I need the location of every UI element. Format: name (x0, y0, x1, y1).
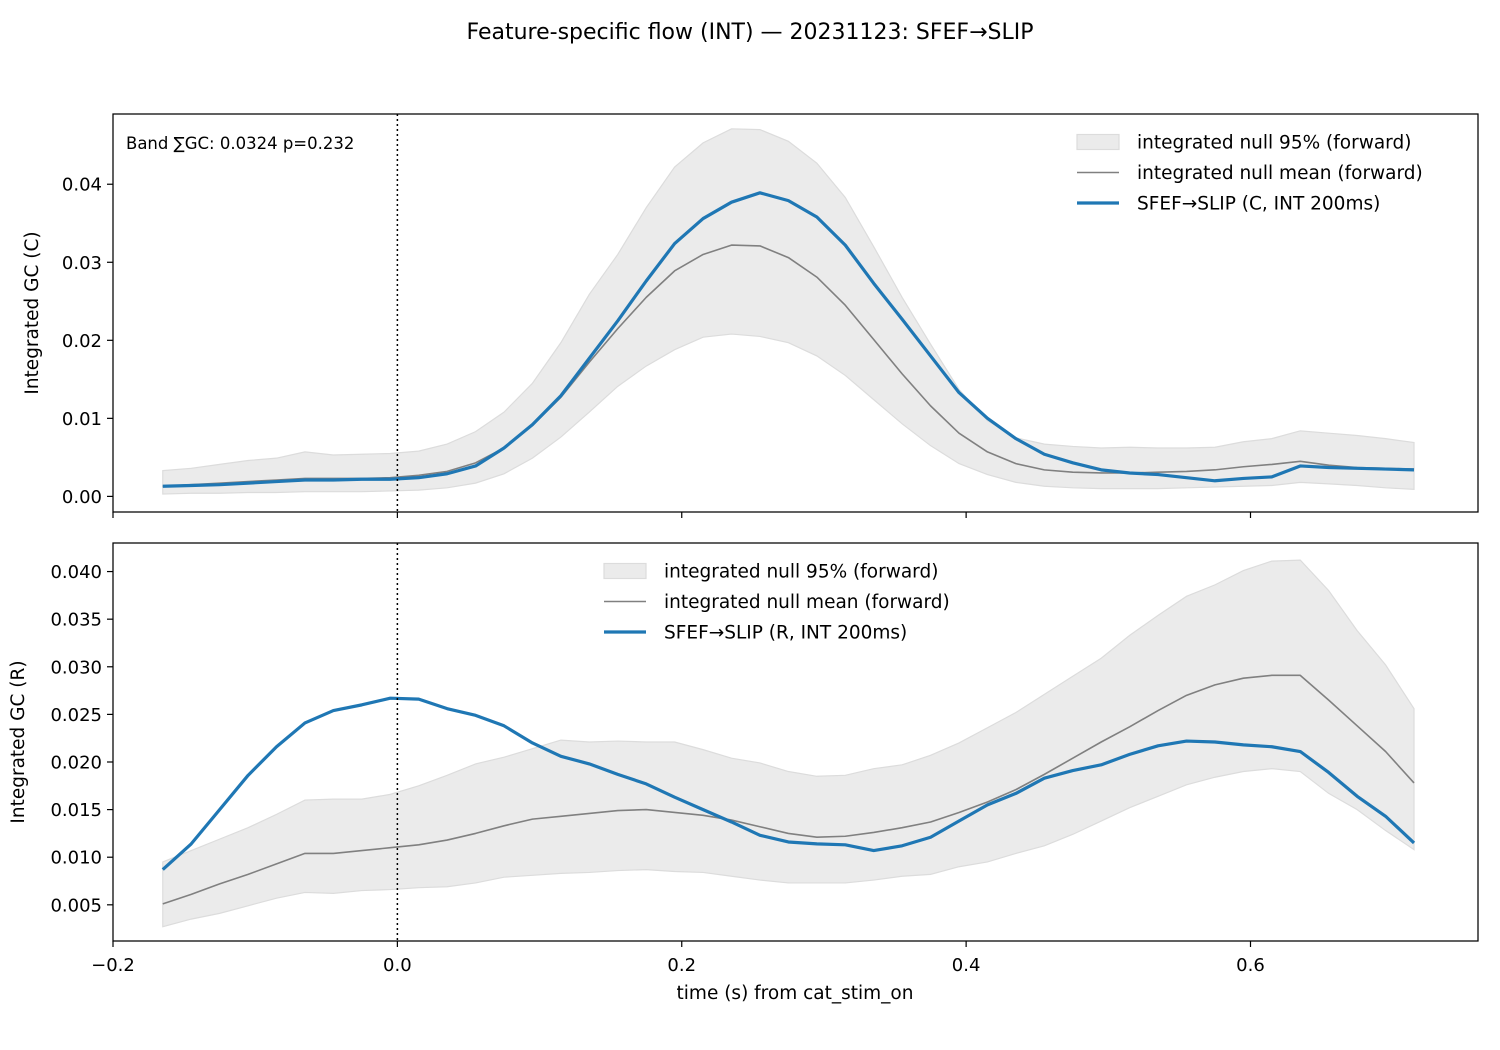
y-axis-label: Integrated GC (C) (22, 231, 43, 394)
y-tick-label: 0.025 (50, 705, 102, 726)
y-tick-label: 0.030 (50, 657, 102, 678)
y-tick-label: 0.00 (62, 487, 102, 508)
x-tick-label: 0.6 (1236, 955, 1265, 976)
x-tick-label: 0.4 (952, 955, 981, 976)
x-tick-label: 0.2 (667, 955, 696, 976)
stats-annotation: Band ∑GC: 0.0324 p=0.232 (126, 134, 354, 153)
x-axis-label: time (s) from cat_stim_on (677, 983, 914, 1004)
y-tick-label: 0.01 (62, 409, 102, 430)
legend-swatch-band (603, 562, 647, 580)
observed-series-line (161, 696, 1416, 871)
y-tick-label: 0.015 (50, 800, 102, 821)
legend-label: SFEF→SLIP (C, INT 200ms) (1137, 194, 1380, 215)
y-tick-label: 0.03 (62, 253, 102, 274)
y-tick-label: 0.040 (50, 562, 102, 583)
y-tick-label: 0.035 (50, 610, 102, 631)
null-band-area (162, 559, 1415, 928)
legend-label: integrated null 95% (forward) (1137, 133, 1411, 154)
y-tick-label: 0.04 (62, 175, 102, 196)
legend-swatch-band (1076, 133, 1120, 151)
y-axis-label: Integrated GC (R) (8, 660, 29, 823)
legend: integrated null 95% (forward) integrated … (603, 562, 950, 644)
legend-label: integrated null mean (forward) (664, 592, 950, 613)
legend: integrated null 95% (forward) integrated … (1076, 133, 1423, 215)
y-tick-label: 0.010 (50, 848, 102, 869)
observed-series-line (162, 191, 1415, 488)
x-tick-label: −0.2 (91, 955, 135, 976)
null-band-area (162, 128, 1415, 495)
legend-label: SFEF→SLIP (R, INT 200ms) (664, 623, 907, 644)
y-tick-label: 0.02 (62, 331, 102, 352)
panel-top: 0.00 0.01 0.02 0.03 0.04 Integrated GC (C) Ban… (22, 113, 1479, 518)
y-tick-label: 0.020 (50, 752, 102, 773)
figure-title: Feature-specific flow (INT) — 20231123: … (467, 20, 1034, 45)
plot-area (161, 559, 1416, 928)
axes-frame (112, 113, 1479, 513)
legend-label: integrated null mean (forward) (1137, 163, 1423, 184)
panel-bottom: −0.2 0.0 0.2 0.4 0.6 0.005 0.010 0.015 0.020 0.02… (8, 542, 1479, 976)
null-mean-line (162, 674, 1415, 905)
x-tick-label: 0.0 (383, 955, 412, 976)
axes-frame (112, 542, 1479, 942)
y-tick-label: 0.005 (50, 895, 102, 916)
plot-area (162, 128, 1415, 495)
legend-label: integrated null 95% (forward) (664, 562, 938, 583)
